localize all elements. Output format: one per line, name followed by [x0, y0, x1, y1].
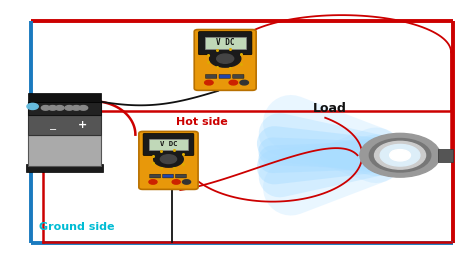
Text: V DC: V DC	[160, 141, 177, 147]
Circle shape	[391, 150, 401, 156]
Circle shape	[374, 141, 426, 169]
Circle shape	[369, 139, 431, 172]
Circle shape	[79, 105, 88, 110]
FancyBboxPatch shape	[150, 174, 161, 178]
Text: +: +	[78, 120, 87, 130]
FancyBboxPatch shape	[139, 131, 198, 189]
Circle shape	[160, 155, 176, 163]
Circle shape	[217, 54, 234, 63]
FancyBboxPatch shape	[205, 75, 217, 78]
Circle shape	[390, 150, 410, 161]
Circle shape	[41, 105, 50, 110]
FancyBboxPatch shape	[28, 102, 101, 115]
Circle shape	[55, 105, 64, 110]
Circle shape	[154, 151, 183, 167]
FancyBboxPatch shape	[28, 93, 101, 102]
Text: Ground side: Ground side	[38, 222, 114, 232]
FancyBboxPatch shape	[438, 149, 453, 162]
Circle shape	[360, 133, 440, 177]
Text: −: −	[49, 125, 57, 134]
Circle shape	[72, 105, 81, 110]
FancyBboxPatch shape	[26, 164, 103, 172]
Text: Hot side: Hot side	[175, 117, 228, 127]
FancyBboxPatch shape	[28, 115, 101, 135]
Circle shape	[240, 80, 248, 85]
FancyBboxPatch shape	[28, 135, 101, 166]
FancyBboxPatch shape	[219, 75, 230, 78]
FancyBboxPatch shape	[199, 32, 252, 55]
Circle shape	[65, 105, 73, 110]
FancyBboxPatch shape	[143, 133, 194, 155]
Circle shape	[27, 103, 38, 110]
FancyBboxPatch shape	[233, 75, 244, 78]
Circle shape	[182, 180, 191, 184]
Circle shape	[229, 80, 237, 85]
Circle shape	[205, 80, 213, 85]
FancyBboxPatch shape	[163, 174, 173, 178]
FancyBboxPatch shape	[149, 139, 188, 150]
Circle shape	[380, 145, 420, 166]
FancyBboxPatch shape	[205, 37, 246, 49]
Circle shape	[172, 180, 180, 184]
Circle shape	[210, 50, 241, 67]
Text: Load: Load	[313, 102, 346, 116]
Circle shape	[48, 105, 57, 110]
Circle shape	[149, 180, 157, 184]
Text: V DC: V DC	[216, 38, 235, 47]
FancyBboxPatch shape	[194, 30, 256, 90]
FancyBboxPatch shape	[175, 174, 186, 178]
